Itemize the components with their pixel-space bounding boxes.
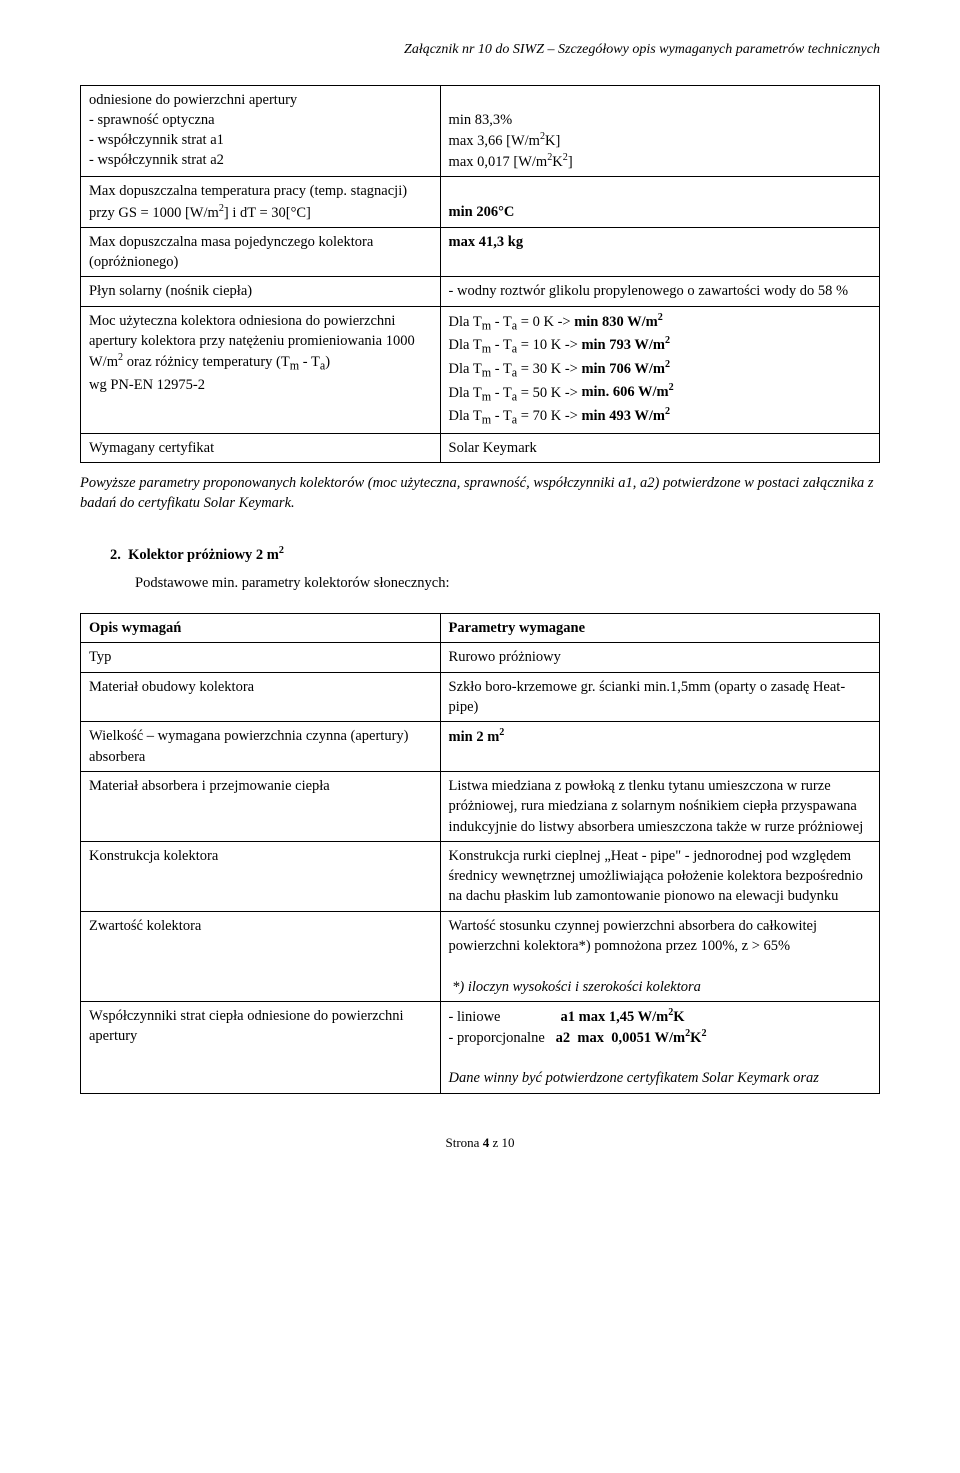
table-cell-left: Max dopuszczalna masa pojedynczego kolek… — [81, 227, 441, 277]
table-cell-right: Rurowo próżniowy — [440, 643, 879, 672]
table-row: Wymagany certyfikatSolar Keymark — [81, 433, 880, 462]
table-cell-left: Współczynniki strat ciepła odniesione do… — [81, 1001, 441, 1093]
section-2-heading: 2. Kolektor próżniowy 2 m2 — [80, 544, 880, 565]
table-cell-left: Zwartość kolektora — [81, 911, 441, 1001]
table-1: odniesione do powierzchni apertury- spra… — [80, 85, 880, 464]
table-cell-left: Wymagany certyfikat — [81, 433, 441, 462]
section-2-sub: Podstawowe min. parametry kolektorów sło… — [80, 573, 880, 593]
table-row: Płyn solarny (nośnik ciepła)- wodny rozt… — [81, 277, 880, 306]
table-row: Konstrukcja kolektoraKonstrukcja rurki c… — [81, 841, 880, 911]
table-cell-left: Opis wymagań — [81, 614, 441, 643]
table-cell-right: min 2 m2 — [440, 722, 879, 772]
table-row: Współczynniki strat ciepła odniesione do… — [81, 1001, 880, 1093]
table-cell-left: Płyn solarny (nośnik ciepła) — [81, 277, 441, 306]
table-cell-right: - wodny roztwór glikolu propylenowego o … — [440, 277, 879, 306]
table-cell-left: Wielkość – wymagana powierzchnia czynna … — [81, 722, 441, 772]
table-cell-right: Parametry wymagane — [440, 614, 879, 643]
table-cell-left: Max dopuszczalna temperatura pracy (temp… — [81, 177, 441, 227]
table-cell-left: Typ — [81, 643, 441, 672]
table-row: odniesione do powierzchni apertury- spra… — [81, 85, 880, 177]
page-footer: Strona 4 z 10 — [80, 1134, 880, 1152]
table-row: Max dopuszczalna masa pojedynczego kolek… — [81, 227, 880, 277]
page-header-title: Załącznik nr 10 do SIWZ – Szczegółowy op… — [80, 40, 880, 60]
table-cell-right: - liniowea1 max 1,45 W/m2K- proporcjonal… — [440, 1001, 879, 1093]
table-row: TypRurowo próżniowy — [81, 643, 880, 672]
table-row: Materiał obudowy kolektoraSzkło boro-krz… — [81, 672, 880, 722]
table-cell-right: min 206°C — [440, 177, 879, 227]
table-row: Opis wymagańParametry wymagane — [81, 614, 880, 643]
table-row: Wielkość – wymagana powierzchnia czynna … — [81, 722, 880, 772]
table-cell-right: Wartość stosunku czynnej powierzchni abs… — [440, 911, 879, 1001]
italic-note: Powyższe parametry proponowanych kolekto… — [80, 473, 880, 514]
table-row: Max dopuszczalna temperatura pracy (temp… — [81, 177, 880, 227]
table-cell-left: Konstrukcja kolektora — [81, 841, 441, 911]
table-cell-right: Szkło boro-krzemowe gr. ścianki min.1,5m… — [440, 672, 879, 722]
table-cell-right: Solar Keymark — [440, 433, 879, 462]
table-cell-right: max 41,3 kg — [440, 227, 879, 277]
page-number: Strona 4 z 10 — [446, 1135, 515, 1150]
table-cell-left: Moc użyteczna kolektora odniesiona do po… — [81, 306, 441, 433]
table-cell-left: Materiał absorbera i przejmowanie ciepła — [81, 771, 441, 841]
table-cell-right: min 83,3%max 3,66 [W/m2K]max 0,017 [W/m2… — [440, 85, 879, 177]
table-cell-right: Listwa miedziana z powłoką z tlenku tyta… — [440, 771, 879, 841]
table-row: Materiał absorbera i przejmowanie ciepła… — [81, 771, 880, 841]
table-2: Opis wymagańParametry wymaganeTypRurowo … — [80, 613, 880, 1094]
table-row: Moc użyteczna kolektora odniesiona do po… — [81, 306, 880, 433]
table-row: Zwartość kolektoraWartość stosunku czynn… — [81, 911, 880, 1001]
table-cell-right: Konstrukcja rurki cieplnej „Heat - pipe"… — [440, 841, 879, 911]
table-cell-left: odniesione do powierzchni apertury- spra… — [81, 85, 441, 177]
table-cell-right: Dla Tm - Ta = 0 K -> min 830 W/m2Dla Tm … — [440, 306, 879, 433]
table-cell-left: Materiał obudowy kolektora — [81, 672, 441, 722]
